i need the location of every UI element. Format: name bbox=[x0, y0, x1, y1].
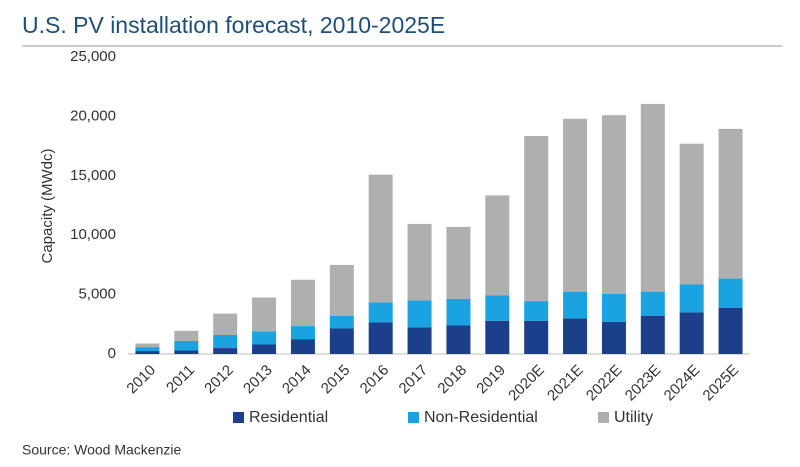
bar-segment bbox=[290, 279, 315, 327]
x-tick-label: 2019 bbox=[473, 362, 509, 398]
x-tick-label: 2011 bbox=[163, 362, 198, 397]
bar-segment bbox=[329, 328, 354, 354]
bar-segment bbox=[524, 136, 549, 302]
x-tick-label: 2013 bbox=[240, 362, 276, 398]
x-tick-label: 2022E bbox=[583, 362, 626, 405]
legend-swatch bbox=[598, 412, 609, 423]
bar-segment bbox=[563, 291, 588, 319]
bar-segment bbox=[252, 331, 277, 345]
x-tick-label: 2021E bbox=[544, 362, 587, 405]
legend-label: Residential bbox=[249, 409, 328, 426]
chart-title: U.S. PV installation forecast, 2010-2025… bbox=[22, 12, 445, 38]
bar-segment bbox=[640, 315, 665, 354]
bar-segment bbox=[407, 327, 432, 354]
legend-label: Utility bbox=[614, 409, 653, 426]
y-tick-label: 10,000 bbox=[70, 226, 116, 243]
bar-segment bbox=[252, 297, 277, 332]
bar-segment bbox=[524, 301, 549, 321]
bar-segment bbox=[485, 320, 510, 354]
x-tick-label: 2017 bbox=[396, 362, 432, 398]
bar-segment bbox=[563, 118, 588, 292]
x-tick-label: 2024E bbox=[661, 362, 704, 405]
bar-segment bbox=[290, 339, 315, 354]
bar-segment bbox=[601, 115, 626, 295]
bar-segment bbox=[407, 300, 432, 328]
bar-segment bbox=[252, 344, 277, 354]
x-tick-label: 2010 bbox=[123, 362, 159, 398]
x-tick-label: 2012 bbox=[201, 362, 237, 398]
bar-segment bbox=[213, 313, 238, 335]
bar-segment bbox=[368, 322, 393, 354]
bar-segment bbox=[485, 295, 510, 321]
bar-segment bbox=[446, 325, 471, 354]
bar-segment bbox=[368, 174, 393, 303]
y-tick-label: 20,000 bbox=[70, 107, 116, 124]
bar-segment bbox=[640, 291, 665, 316]
bar-segment bbox=[329, 264, 354, 316]
bar-segment bbox=[524, 320, 549, 354]
bar-segment bbox=[174, 350, 199, 354]
legend-swatch bbox=[233, 412, 244, 423]
y-tick-label: 5,000 bbox=[78, 286, 116, 303]
bar-segment bbox=[718, 307, 743, 354]
bar-segment bbox=[174, 330, 199, 341]
bar-segment bbox=[485, 195, 510, 296]
bar-segment bbox=[640, 103, 665, 292]
y-axis-label: Capacity (MWdc) bbox=[39, 148, 56, 263]
y-tick-label: 15,000 bbox=[70, 167, 116, 184]
x-tick-label: 2014 bbox=[279, 362, 315, 398]
bar-segment bbox=[446, 226, 471, 299]
bar-segment bbox=[679, 312, 704, 354]
x-tick-label: 2025E bbox=[700, 362, 743, 405]
bar-segment bbox=[679, 284, 704, 313]
bar-segment bbox=[679, 143, 704, 285]
bar-segment bbox=[446, 298, 471, 326]
bar-segment bbox=[135, 343, 160, 348]
bar-segment bbox=[135, 351, 160, 354]
bar-segment bbox=[135, 347, 160, 352]
bar-segment bbox=[718, 278, 743, 308]
y-tick-label: 25,000 bbox=[70, 48, 116, 65]
bar-segment bbox=[213, 334, 238, 349]
x-tick-label: 2023E bbox=[622, 362, 665, 405]
source: Source: Wood Mackenzie bbox=[22, 442, 181, 458]
x-tick-label: 2020E bbox=[505, 362, 548, 405]
x-tick-label: 2015 bbox=[318, 362, 354, 398]
bar-segment bbox=[563, 318, 588, 354]
y-tick-label: 0 bbox=[108, 345, 116, 362]
bar-segment bbox=[601, 321, 626, 354]
bar-segment bbox=[329, 315, 354, 329]
legend-label: Non-Residential bbox=[424, 409, 538, 426]
x-tick-label: 2016 bbox=[357, 362, 393, 398]
bar-segment bbox=[213, 348, 238, 354]
bar-segment bbox=[174, 340, 199, 351]
bar-segment bbox=[718, 128, 743, 279]
bar-segment bbox=[407, 223, 432, 301]
bar-segment bbox=[290, 326, 315, 340]
bar-segment bbox=[601, 294, 626, 322]
bar-segment bbox=[368, 302, 393, 323]
legend-swatch bbox=[408, 412, 419, 423]
x-tick-label: 2018 bbox=[434, 362, 470, 398]
